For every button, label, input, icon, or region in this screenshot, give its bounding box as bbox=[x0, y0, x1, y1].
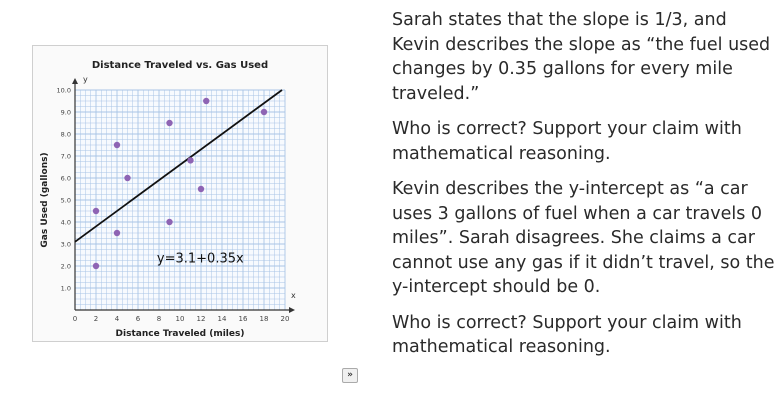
chart-title: Distance Traveled vs. Gas Used bbox=[92, 60, 268, 71]
chart-svg: x y 0 2 4 6 8 10 12 14 16 18 20 1.0 2.0 3.0 4.0 5.0 6.0 7.0… bbox=[40, 60, 296, 339]
y-axis-letter: y bbox=[83, 75, 88, 84]
question-prompt-intercept: Who is correct? Support your claim with … bbox=[392, 312, 742, 358]
data-point bbox=[166, 119, 173, 127]
y-tick-label: 9.0 bbox=[61, 109, 71, 117]
x-tick-label: 6 bbox=[136, 315, 141, 323]
question-prompt-slope: Who is correct? Support your claim with … bbox=[392, 119, 742, 164]
data-point bbox=[187, 157, 194, 164]
data-point bbox=[113, 229, 121, 237]
x-axis-letter: x bbox=[291, 291, 296, 300]
x-tick-label: 18 bbox=[260, 315, 269, 323]
y-tick-label: 5.0 bbox=[61, 197, 71, 205]
y-axis-arrow bbox=[72, 78, 78, 84]
x-tick-label: 4 bbox=[115, 315, 120, 323]
y-axis-label: Gas Used (gallons) bbox=[40, 152, 50, 247]
y-tick-label: 1.0 bbox=[61, 285, 71, 293]
x-tick-label: 0 bbox=[73, 315, 77, 323]
scatter-chart: x y 0 2 4 6 8 10 12 14 16 18 20 1.0 2.0 3.0 4.0 5.0 6.0 7.0… bbox=[32, 45, 358, 383]
y-tick-label: 7.0 bbox=[61, 153, 71, 161]
y-tick-label: 2.0 bbox=[61, 263, 71, 271]
y-tick-label: 10.0 bbox=[57, 87, 71, 95]
data-point bbox=[113, 141, 121, 149]
data-point bbox=[124, 174, 131, 182]
x-tick-label: 14 bbox=[218, 315, 227, 323]
x-tick-label: 12 bbox=[197, 315, 206, 323]
data-point bbox=[92, 262, 100, 270]
x-axis-arrow bbox=[289, 307, 295, 313]
data-point bbox=[260, 108, 268, 116]
question-paragraph-slope: Sarah states that the slope is 1/3, and … bbox=[392, 10, 771, 104]
x-tick-label: 8 bbox=[157, 315, 161, 323]
x-tick-label: 20 bbox=[281, 315, 290, 323]
trend-line-label: y=3.1+0.35x bbox=[157, 252, 244, 267]
expand-button[interactable]: » bbox=[342, 368, 358, 383]
data-point bbox=[92, 207, 100, 215]
x-axis-label: Distance Traveled (miles) bbox=[116, 329, 245, 339]
data-point bbox=[203, 97, 210, 105]
x-tick-label: 10 bbox=[176, 315, 185, 323]
question-paragraph-intercept: Kevin describes the y-intercept as “a ca… bbox=[392, 179, 775, 297]
question-panel: Sarah states that the slope is 1/3, and … bbox=[392, 8, 777, 371]
y-tick-label: 4.0 bbox=[61, 219, 71, 227]
data-point bbox=[166, 218, 173, 226]
y-tick-label: 8.0 bbox=[61, 131, 71, 139]
trend-line bbox=[74, 89, 283, 243]
x-tick-label: 2 bbox=[94, 315, 98, 323]
data-point bbox=[197, 185, 205, 193]
y-tick-label: 3.0 bbox=[61, 241, 71, 249]
y-tick-label: 6.0 bbox=[61, 175, 71, 183]
x-tick-label: 16 bbox=[239, 315, 248, 323]
